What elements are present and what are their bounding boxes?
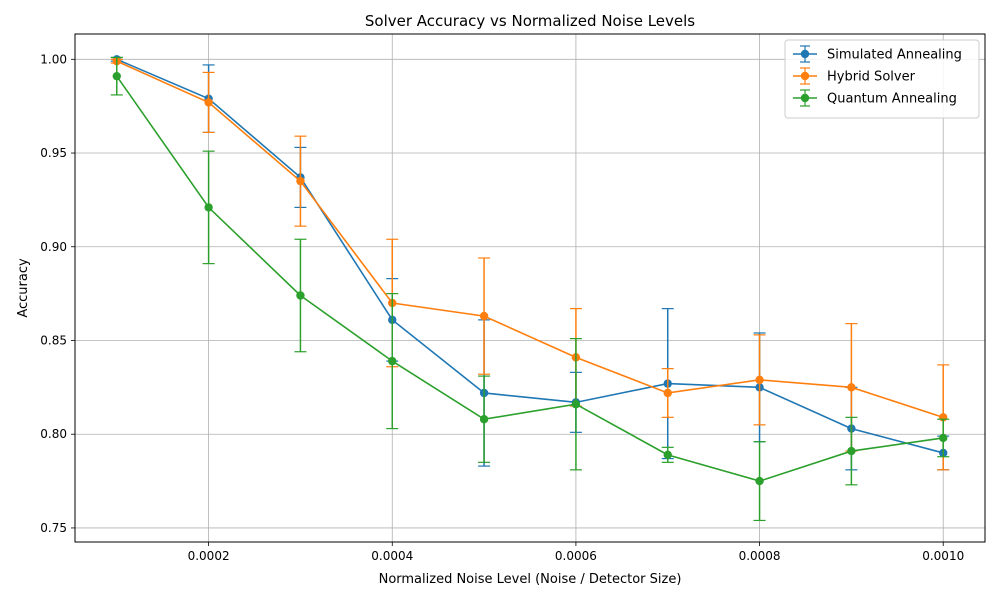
series-line bbox=[116, 60, 944, 419]
legend-marker bbox=[800, 49, 810, 59]
data-point bbox=[204, 203, 213, 212]
data-point bbox=[847, 446, 856, 456]
data-point bbox=[755, 375, 764, 385]
data-point bbox=[296, 291, 305, 300]
y-axis-label: Accuracy bbox=[16, 258, 31, 318]
legend: Simulated Annealing Hybrid Solver Quantum … bbox=[784, 39, 980, 119]
legend-label: Quantum Annealing bbox=[827, 92, 957, 107]
chart-title: Solver Accuracy vs Normalized Noise Leve… bbox=[365, 12, 695, 30]
y-tick-label: 0.75 bbox=[40, 521, 67, 535]
data-point bbox=[755, 476, 764, 486]
y-tick-label: 0.85 bbox=[40, 333, 67, 347]
data-point bbox=[204, 98, 213, 107]
legend-label: Hybrid Solver bbox=[827, 70, 916, 85]
ticks: 0.0002 0.0004 0.0006 0.0008 0.0010 0.75 0.80 0.… bbox=[40, 52, 964, 563]
x-axis-label: Normalized Noise Level (Noise / Detector… bbox=[379, 572, 682, 587]
legend-box bbox=[784, 39, 980, 119]
data-point bbox=[388, 356, 397, 366]
data-point bbox=[663, 388, 672, 398]
y-tick-label: 0.80 bbox=[40, 427, 67, 441]
y-tick-label: 1.00 bbox=[40, 52, 67, 66]
series-hybrid-solver bbox=[110, 56, 950, 471]
data-point bbox=[571, 400, 581, 409]
legend-label: Simulated Annealing bbox=[827, 48, 962, 63]
x-tick-label: 0.0010 bbox=[922, 549, 964, 563]
data-point bbox=[479, 415, 489, 424]
y-tick-label: 0.90 bbox=[40, 240, 67, 254]
data-point bbox=[296, 176, 305, 186]
series-line bbox=[116, 75, 944, 482]
x-tick-label: 0.0002 bbox=[188, 549, 230, 563]
x-tick-label: 0.0006 bbox=[555, 549, 597, 563]
legend-marker bbox=[800, 71, 810, 81]
x-tick-label: 0.0008 bbox=[739, 549, 781, 563]
series-line bbox=[116, 58, 944, 454]
data-point bbox=[939, 433, 948, 443]
data-point bbox=[847, 383, 856, 392]
x-tick-label: 0.0004 bbox=[371, 549, 413, 563]
y-tick-label: 0.95 bbox=[40, 146, 67, 160]
series-quantum-annealing bbox=[110, 56, 950, 522]
legend-item: Hybrid Solver bbox=[793, 67, 916, 85]
data-point bbox=[479, 311, 489, 321]
series-layer bbox=[110, 55, 950, 522]
plot-frame bbox=[74, 33, 986, 543]
legend-marker bbox=[800, 93, 810, 103]
legend-item: Quantum Annealing bbox=[793, 89, 957, 107]
legend-item: Simulated Annealing bbox=[793, 45, 962, 63]
data-point bbox=[663, 450, 672, 460]
data-point bbox=[112, 71, 121, 81]
